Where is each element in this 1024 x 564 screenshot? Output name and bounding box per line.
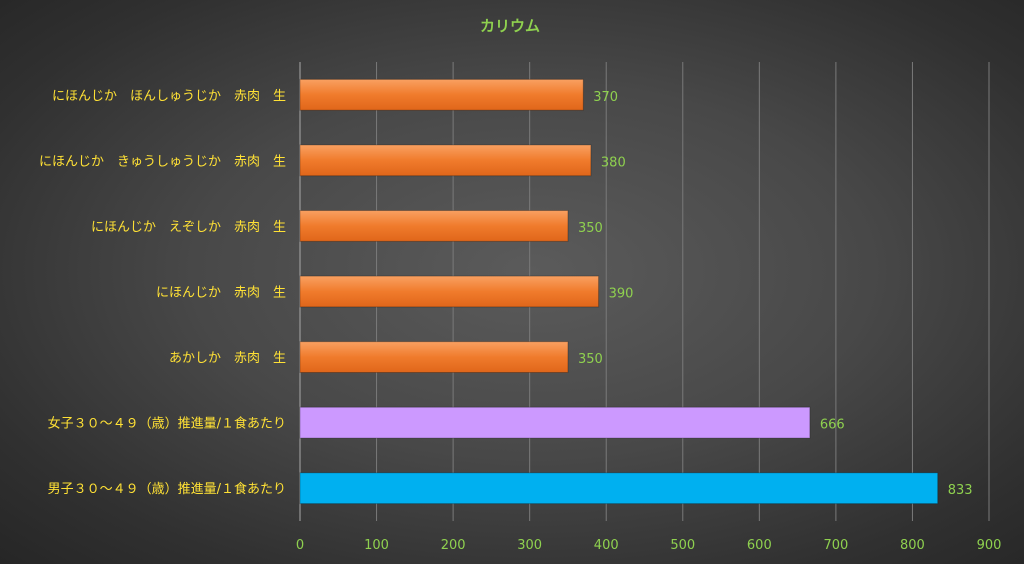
x-tick-label: 600 bbox=[747, 538, 772, 553]
x-tick-label: 200 bbox=[441, 538, 466, 553]
x-tick-label: 500 bbox=[670, 538, 695, 553]
category-label: にほんじか きゅうしゅうじか 赤肉 生 bbox=[39, 154, 286, 169]
data-labels: 370 380 350 390 350 666 833 bbox=[578, 90, 973, 498]
bar bbox=[299, 78, 584, 111]
x-tick-label: 0 bbox=[296, 538, 304, 553]
data-label: 350 bbox=[578, 221, 603, 236]
category-label: にほんじか えぞしか 赤肉 生 bbox=[91, 220, 286, 235]
data-label: 350 bbox=[578, 352, 603, 367]
bar bbox=[299, 275, 600, 308]
bar bbox=[299, 472, 939, 505]
x-tick-label: 900 bbox=[977, 538, 1002, 553]
data-label: 833 bbox=[948, 483, 973, 498]
category-label: あかしか 赤肉 生 bbox=[169, 351, 286, 366]
category-label: にほんじか ほんしゅうじか 赤肉 生 bbox=[52, 89, 286, 104]
gridlines bbox=[299, 62, 990, 521]
bar bbox=[299, 406, 811, 439]
x-tick-label: 400 bbox=[594, 538, 619, 553]
x-tick-label: 300 bbox=[517, 538, 542, 553]
bar bbox=[299, 144, 592, 177]
data-label: 370 bbox=[593, 90, 618, 105]
x-axis-ticks: 0 100 200 300 400 500 600 700 800 900 bbox=[296, 538, 1002, 553]
x-tick-label: 700 bbox=[823, 538, 848, 553]
category-label: 女子３０～４９（歳）推進量/１食あたり bbox=[48, 416, 286, 432]
bars bbox=[299, 78, 939, 505]
category-label: にほんじか 赤肉 生 bbox=[156, 286, 286, 301]
bar bbox=[299, 341, 569, 373]
data-label: 666 bbox=[820, 418, 845, 433]
data-label: 390 bbox=[609, 287, 634, 302]
chart-title: カリウム bbox=[480, 17, 540, 35]
x-tick-label: 800 bbox=[900, 538, 925, 553]
data-label: 380 bbox=[601, 155, 626, 170]
category-label: 男子３０～４９（歳）推進量/１食あたり bbox=[48, 481, 286, 497]
x-tick-label: 100 bbox=[364, 538, 389, 553]
bar bbox=[299, 210, 569, 242]
